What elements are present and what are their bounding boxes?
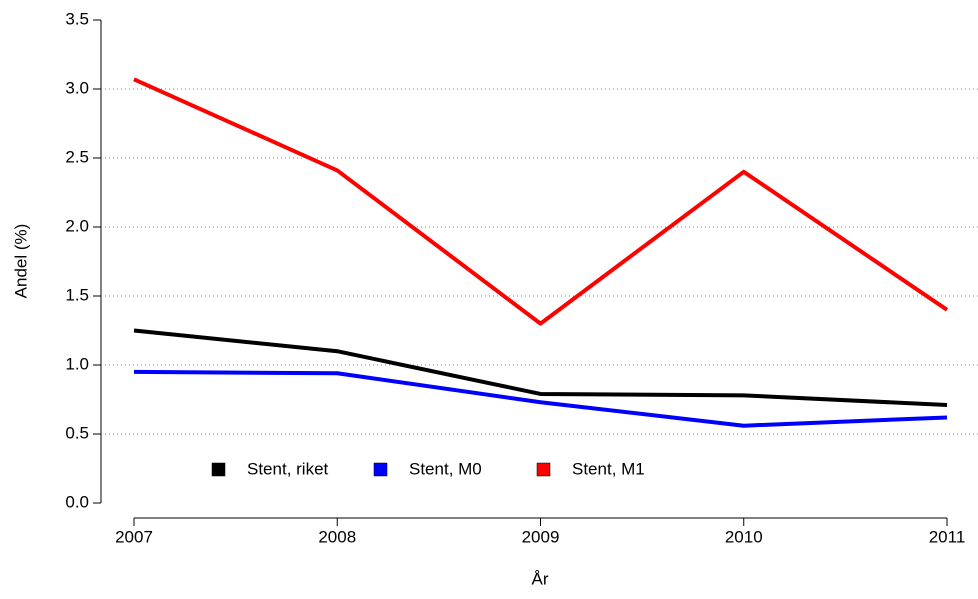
y-tick-label: 0.0 <box>65 492 89 511</box>
x-tick-label: 2008 <box>318 527 356 546</box>
y-axis-label: Andel (%) <box>11 224 30 299</box>
x-tick-label: 2009 <box>522 527 560 546</box>
y-tick-label: 2.5 <box>65 147 89 166</box>
legend-swatch <box>536 462 551 477</box>
legend-label: Stent, M0 <box>409 459 482 478</box>
y-tick-label: 3.5 <box>65 9 89 28</box>
x-axis-label: År <box>532 569 549 588</box>
legend-label: Stent, M1 <box>572 459 645 478</box>
y-tick-label: 2.0 <box>65 216 89 235</box>
y-tick-label: 1.0 <box>65 354 89 373</box>
x-tick-label: 2011 <box>929 527 966 546</box>
legend-label: Stent, riket <box>247 459 329 478</box>
x-tick-label: 2010 <box>725 527 763 546</box>
line-series <box>133 328 948 408</box>
legend-swatch <box>211 462 226 477</box>
x-tick-label: 2007 <box>115 527 153 546</box>
y-tick-label: 0.5 <box>65 423 89 442</box>
y-tick-label: 1.5 <box>65 285 89 304</box>
line-series <box>133 77 949 326</box>
line-series <box>133 369 948 428</box>
y-tick-label: 3.0 <box>65 78 89 97</box>
legend-swatch <box>373 462 388 477</box>
